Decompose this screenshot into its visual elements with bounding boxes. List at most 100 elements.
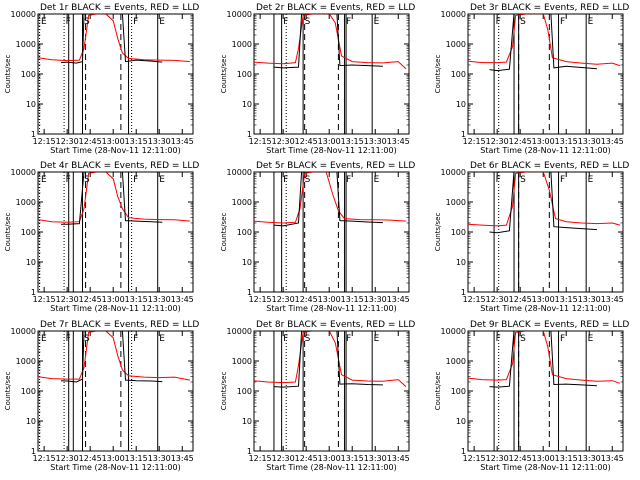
event-marker-label: S [84, 175, 90, 185]
x-tick-label: 13:45 [387, 454, 410, 463]
x-tick-label: 12:45 [509, 137, 532, 146]
x-tick-label: 13:45 [171, 137, 194, 146]
event-marker-label: E [588, 17, 594, 27]
event-marker-label: S [305, 17, 311, 27]
plot-panel: Det 8r BLACK = Events, RED = LLD 1 10 100 10… [220, 320, 415, 472]
lld-series-line [38, 14, 190, 63]
y-tick-label: 1 [461, 288, 466, 297]
lld-series-line [38, 172, 190, 223]
x-tick-label: 13:45 [601, 137, 624, 146]
x-tick-label: 12:45 [79, 295, 102, 304]
event-marker-label: S [84, 17, 90, 27]
x-tick-label: 13:30 [364, 137, 387, 146]
y-axis-label: Counts/sec [220, 372, 228, 411]
x-axis-label: Start Time (28-Nov-11 12:11:00) [266, 463, 396, 472]
x-tick-label: 12:45 [295, 295, 318, 304]
event-marker-label: S [84, 334, 90, 344]
y-tick-label: 100 [21, 228, 36, 237]
x-tick-label: 13:45 [171, 454, 194, 463]
x-axis-label: Start Time (28-Nov-11 12:11:00) [480, 463, 610, 472]
x-tick-label: 13:30 [578, 295, 601, 304]
x-axis-label: Start Time (28-Nov-11 12:11:00) [50, 463, 180, 472]
x-tick-label: 13:15 [341, 137, 364, 146]
y-tick-label: 10000 [227, 327, 252, 336]
event-marker-label: F [560, 17, 565, 27]
plot-frame [253, 330, 410, 452]
event-marker-label: F [66, 334, 71, 344]
x-tick-label: 13:30 [364, 295, 387, 304]
x-tick-label: 13:15 [555, 454, 578, 463]
x-tick-label: 13:00 [532, 137, 555, 146]
plot-data [468, 172, 621, 292]
panel-title: Det 8r BLACK = Events, RED = LLD [256, 320, 415, 330]
y-tick-label: 100 [451, 70, 466, 79]
x-tick-label: 13:45 [601, 454, 624, 463]
event-marker-label: S [520, 175, 526, 185]
plot-panel: Det 6r BLACK = Events, RED = LLD 1 10 100 10… [434, 161, 629, 313]
plot-data [38, 172, 190, 292]
y-tick-label: 10000 [227, 168, 252, 177]
event-marker-label: F [283, 334, 288, 344]
x-tick-label: 13:15 [125, 454, 148, 463]
y-tick-label: 10 [456, 417, 466, 426]
x-tick-label: 12:30 [272, 137, 295, 146]
event-marker-label: F [283, 17, 288, 27]
plot-frame [37, 13, 194, 135]
x-tick-label: 12:45 [295, 137, 318, 146]
event-marker-label: S [305, 334, 311, 344]
y-tick-label: 10000 [441, 10, 466, 19]
x-tick-label: 12:15 [249, 295, 272, 304]
y-tick-label: 10 [26, 417, 36, 426]
y-tick-label: 10000 [11, 327, 36, 336]
y-tick-label: 10 [242, 258, 252, 267]
y-axis-label: Counts/sec [434, 213, 442, 252]
events-series-line [489, 331, 597, 388]
y-tick-label: 1000 [232, 40, 252, 49]
event-marker-label: F [283, 175, 288, 185]
plot-panel: Det 9r BLACK = Events, RED = LLD 1 10 100 10… [434, 320, 629, 472]
y-tick-label: 100 [451, 387, 466, 396]
panel-title: Det 6r BLACK = Events, RED = LLD [470, 161, 629, 171]
event-marker-label: F [496, 17, 501, 27]
plot-panel: Det 4r BLACK = Events, RED = LLD 1 10 100 10… [4, 161, 199, 313]
x-tick-label: 12:30 [272, 295, 295, 304]
y-tick-label: 1000 [232, 357, 252, 366]
x-tick-label: 12:15 [463, 137, 486, 146]
event-marker-label: F [560, 334, 565, 344]
event-marker-label: E [159, 334, 165, 344]
y-tick-label: 1 [461, 130, 466, 139]
event-marker-label: S [520, 17, 526, 27]
panel-title: Det 4r BLACK = Events, RED = LLD [40, 161, 199, 171]
y-tick-label: 10000 [441, 168, 466, 177]
event-marker-label: E [374, 175, 380, 185]
x-tick-label: 13:00 [532, 295, 555, 304]
lld-series-line [468, 172, 621, 227]
y-axis-label: Counts/sec [4, 372, 12, 411]
x-tick-label: 13:30 [148, 137, 171, 146]
x-tick-label: 12:45 [79, 454, 102, 463]
plot-panel: Det 3r BLACK = Events, RED = LLD 1 10 100 10… [434, 3, 629, 155]
plot-panel: Det 1r BLACK = Events, RED = LLD 1 10 100 10… [4, 3, 199, 155]
y-axis-label: Counts/sec [4, 55, 12, 94]
event-marker-label: E [41, 175, 47, 185]
x-tick-label: 13:15 [341, 454, 364, 463]
event-marker-label: F [133, 17, 138, 27]
x-tick-label: 13:00 [102, 137, 125, 146]
events-series-line [273, 14, 383, 69]
event-marker-label: E [41, 334, 47, 344]
y-tick-label: 1 [247, 288, 252, 297]
x-tick-label: 12:15 [33, 454, 56, 463]
x-tick-label: 13:00 [532, 454, 555, 463]
plot-frame [467, 13, 624, 135]
y-tick-label: 10 [456, 258, 466, 267]
y-axis-label: Counts/sec [4, 213, 12, 252]
events-series-line [60, 331, 163, 383]
y-tick-label: 10000 [11, 10, 36, 19]
x-tick-label: 13:45 [601, 295, 624, 304]
event-marker-label: E [159, 17, 165, 27]
event-marker-label: F [496, 175, 501, 185]
x-axis-label: Start Time (28-Nov-11 12:11:00) [480, 146, 610, 155]
lld-series-line [254, 14, 407, 70]
plot-data [38, 331, 190, 451]
plot-data [254, 14, 407, 134]
